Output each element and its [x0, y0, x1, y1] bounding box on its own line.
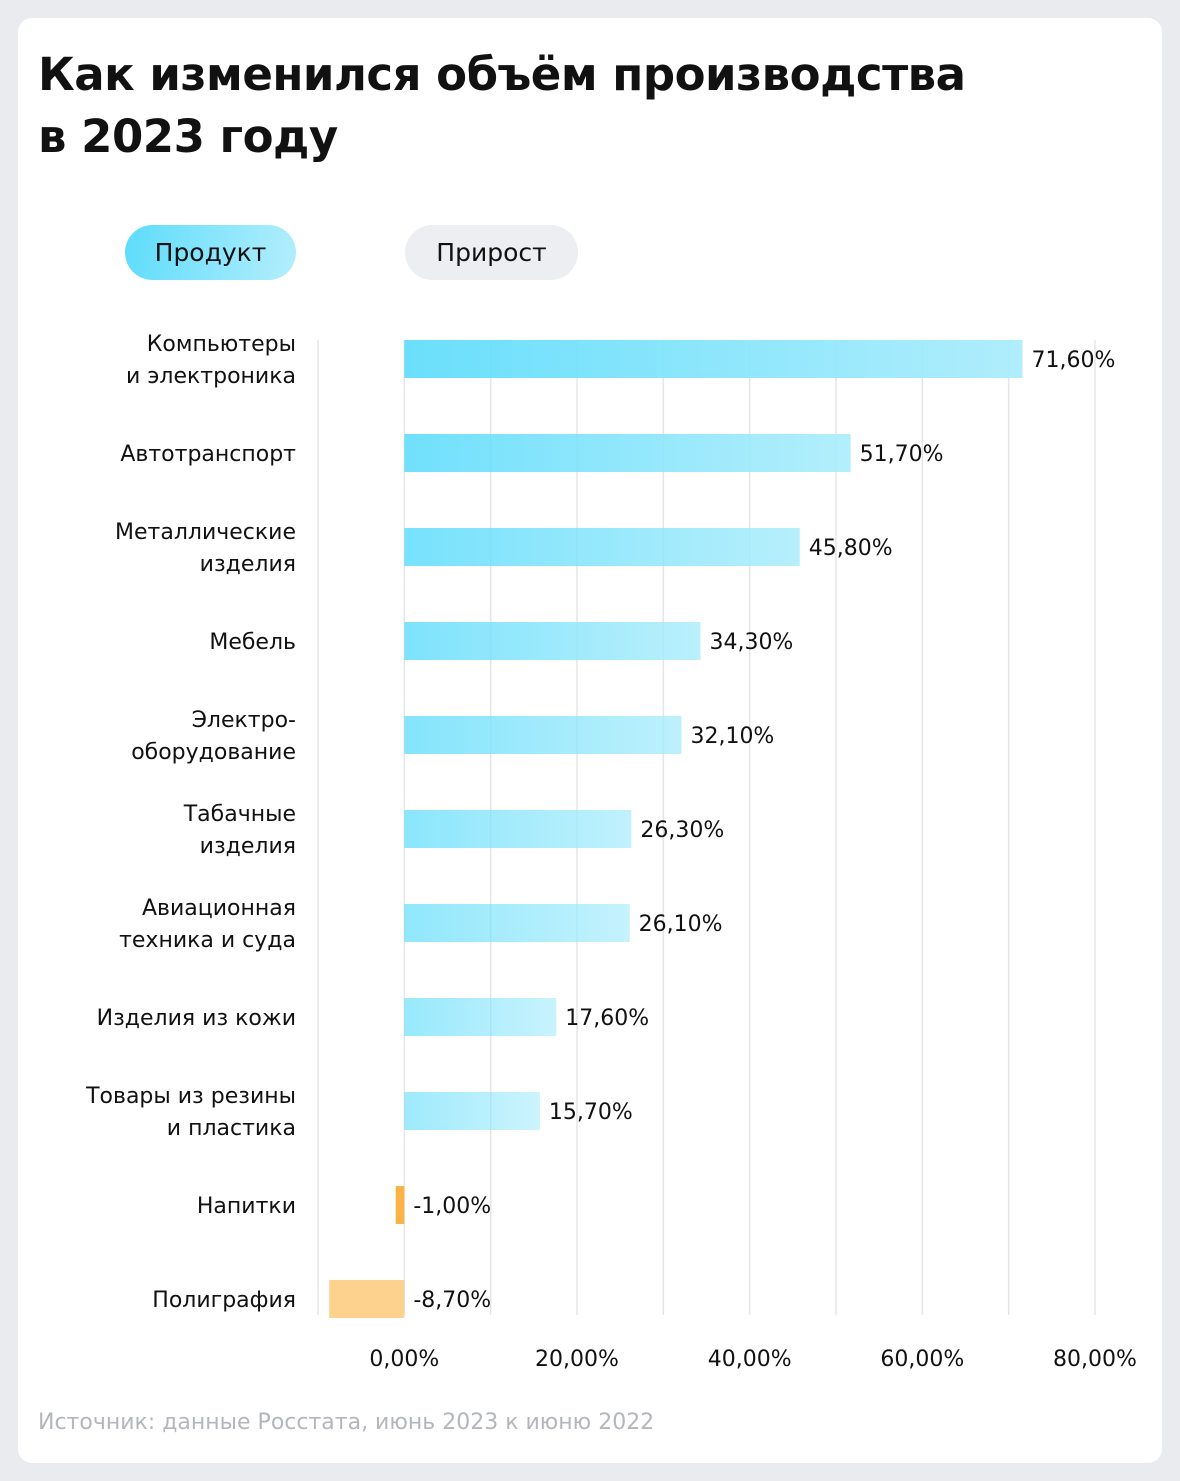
category-label: и пластика	[167, 1116, 296, 1141]
chart-title: Как изменился объём производства в 2023 …	[38, 48, 966, 163]
value-label: 32,10%	[690, 724, 774, 749]
bar	[404, 716, 682, 754]
category-label: Изделия из кожи	[97, 1006, 296, 1031]
bar	[404, 528, 800, 566]
value-label: 26,10%	[639, 912, 723, 937]
bar	[404, 810, 632, 848]
category-label: изделия	[200, 552, 296, 577]
x-tick-label: 60,00%	[880, 1347, 964, 1372]
category-label: Авиационная	[142, 896, 296, 921]
bar	[404, 340, 1023, 378]
tab-growth[interactable]: Прирост	[405, 225, 578, 280]
value-label: -1,00%	[413, 1194, 491, 1219]
category-label: техника и суда	[119, 928, 296, 953]
bar	[329, 1280, 405, 1318]
value-label: 26,30%	[640, 818, 724, 843]
value-label: -8,70%	[413, 1288, 491, 1313]
bar	[395, 1186, 405, 1224]
bar	[404, 622, 701, 660]
bar	[404, 434, 851, 472]
value-label: 17,60%	[565, 1006, 649, 1031]
category-label: Товары из резины	[85, 1084, 296, 1109]
value-label: 71,60%	[1031, 348, 1115, 373]
value-label: 15,70%	[549, 1100, 633, 1125]
category-label: Электро-	[192, 708, 296, 733]
x-tick-label: 20,00%	[535, 1347, 619, 1372]
x-tick-label: 80,00%	[1053, 1347, 1137, 1372]
tab-product[interactable]: Продукт	[125, 225, 296, 280]
value-label: 51,70%	[860, 442, 944, 467]
bar	[404, 998, 557, 1036]
x-tick-label: 0,00%	[369, 1347, 439, 1372]
category-label: оборудование	[131, 740, 296, 765]
category-label: Полиграфия	[152, 1288, 296, 1313]
bar	[404, 904, 630, 942]
category-label: и электроника	[126, 364, 296, 389]
value-label: 34,30%	[709, 630, 793, 655]
category-label: Автотранспорт	[120, 442, 296, 467]
bar	[404, 1092, 540, 1130]
category-label: Мебель	[209, 630, 296, 655]
source-note: Источник: данные Росстата, июнь 2023 к и…	[38, 1410, 655, 1435]
category-label: Напитки	[197, 1194, 296, 1219]
category-label: изделия	[200, 834, 296, 859]
value-label: 45,80%	[809, 536, 893, 561]
category-label: Металлические	[115, 520, 296, 545]
category-label: Компьютеры	[147, 332, 296, 357]
x-tick-label: 40,00%	[708, 1347, 792, 1372]
category-label: Табачные	[183, 802, 296, 827]
